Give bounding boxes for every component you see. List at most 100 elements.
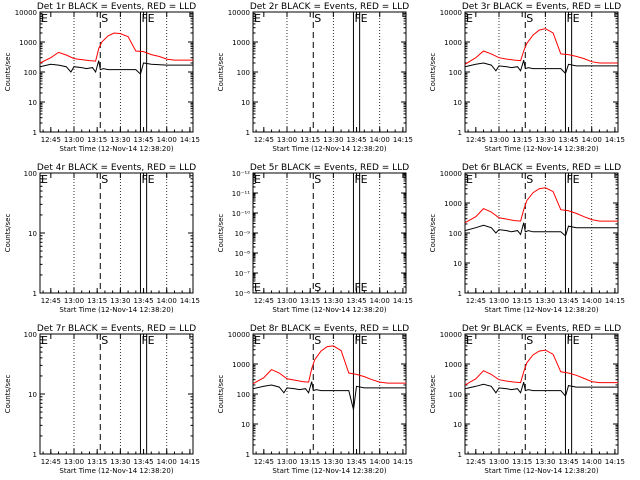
- marker-label-top: E: [41, 334, 48, 347]
- lld-series-line: [464, 28, 618, 65]
- marker-label-top: F: [354, 12, 360, 25]
- y-tick-label: 10⁻⁸: [235, 250, 251, 258]
- marker-label-top: F: [141, 334, 147, 347]
- y-tick-label: 100: [237, 391, 250, 399]
- x-tick-label: 13:15: [87, 297, 107, 305]
- marker-label-bottom: F: [354, 281, 360, 294]
- x-tick-label: 13:15: [300, 136, 320, 144]
- x-tick-label: 14:00: [582, 297, 602, 305]
- marker-label-top: S: [101, 173, 108, 186]
- panel-title: Det 6r BLACK = Events, RED = LLD: [462, 163, 621, 173]
- x-tick-label: 13:45: [558, 136, 578, 144]
- plot-frame: [252, 172, 407, 294]
- x-tick-label: 13:00: [64, 136, 84, 144]
- detector-panel: Det 6r BLACK = Events, RED = LLD 1 10 100 10…: [429, 163, 625, 314]
- x-axis-label: Start Time (12-Nov-14 12:38:20): [484, 467, 598, 475]
- events-series-line: [252, 381, 406, 410]
- events-series-line: [464, 222, 618, 237]
- marker-label-top: E: [148, 12, 155, 25]
- x-tick-label: 14:15: [393, 136, 413, 144]
- x-tick-label: 14:00: [157, 458, 177, 466]
- x-tick-label: 13:15: [512, 136, 532, 144]
- detector-panel: Det 7r BLACK = Events, RED = LLD 1 10 100 Co…: [4, 324, 200, 475]
- detector-panel: Det 8r BLACK = Events, RED = LLD 1 10 100 10…: [217, 324, 413, 475]
- marker-label-top: E: [41, 12, 48, 25]
- x-tick-label: 13:30: [323, 136, 343, 144]
- marker-label-top: S: [526, 12, 533, 25]
- y-tick-label: 10: [241, 421, 250, 429]
- x-axis-label: Start Time (12-Nov-14 12:38:20): [272, 145, 386, 153]
- plot-frame: [464, 172, 619, 294]
- marker-label-top: F: [354, 334, 360, 347]
- y-tick-label: 10: [28, 230, 37, 238]
- x-tick-label: 14:00: [582, 136, 602, 144]
- marker-label-top: S: [101, 12, 108, 25]
- marker-label-top: E: [254, 173, 261, 186]
- events-series-line: [464, 381, 618, 398]
- marker-label-top: S: [314, 173, 321, 186]
- x-tick-label: 13:15: [512, 297, 532, 305]
- x-axis-label: Start Time (12-Nov-14 12:38:20): [484, 145, 598, 153]
- x-tick-label: 13:15: [300, 297, 320, 305]
- y-tick-label: 1: [458, 290, 462, 298]
- marker-label-top: E: [254, 12, 261, 25]
- marker-label-top: E: [361, 12, 368, 25]
- plot-frame: [252, 11, 407, 133]
- y-tick-label: 10: [453, 260, 462, 268]
- x-tick-label: 13:45: [133, 458, 153, 466]
- y-tick-label: 100: [449, 69, 462, 77]
- marker-label-top: S: [314, 12, 321, 25]
- x-tick-label: 13:00: [489, 297, 509, 305]
- y-tick-label: 1: [33, 290, 37, 298]
- panel-title: Det 7r BLACK = Events, RED = LLD: [37, 324, 196, 334]
- marker-label-top: S: [526, 173, 533, 186]
- x-tick-label: 14:15: [393, 297, 413, 305]
- x-tick-label: 14:15: [180, 136, 200, 144]
- detector-panel: Det 2r BLACK = Events, RED = LLD 1 10 100 10…: [217, 2, 413, 153]
- x-axis-label: Start Time (12-Nov-14 12:38:20): [59, 145, 173, 153]
- panel-title: Det 5r BLACK = Events, RED = LLD: [250, 163, 409, 173]
- y-tick-label: 1: [246, 129, 250, 137]
- y-tick-label: 1: [246, 451, 250, 459]
- x-tick-label: 12:45: [466, 136, 486, 144]
- y-tick-label: 1: [458, 451, 462, 459]
- y-tick-label: 10000: [228, 331, 250, 339]
- marker-label-top: F: [566, 173, 572, 186]
- y-tick-label: 1: [458, 129, 462, 137]
- y-tick-label: 10000: [440, 9, 462, 17]
- y-tick-label: 1000: [232, 39, 250, 47]
- y-axis-label: Counts/sec: [429, 53, 437, 92]
- y-tick-label: 10000: [228, 9, 250, 17]
- x-tick-label: 13:45: [558, 297, 578, 305]
- x-tick-label: 14:00: [157, 136, 177, 144]
- x-tick-label: 14:00: [157, 297, 177, 305]
- y-tick-label: 10: [453, 421, 462, 429]
- x-tick-label: 13:45: [133, 297, 153, 305]
- x-tick-label: 13:15: [512, 458, 532, 466]
- panel-title: Det 1r BLACK = Events, RED = LLD: [37, 2, 196, 12]
- lld-series-line: [39, 32, 193, 64]
- y-axis-label: Counts/sec: [217, 214, 225, 253]
- y-tick-label: 10000: [440, 331, 462, 339]
- x-tick-label: 13:45: [346, 458, 366, 466]
- plot-frame: [39, 11, 194, 133]
- marker-label-top: F: [354, 173, 360, 186]
- y-tick-label: 10⁻¹²: [232, 170, 250, 178]
- y-axis-label: Counts/sec: [429, 214, 437, 253]
- y-axis-label: Counts/sec: [4, 53, 12, 92]
- panel-title: Det 9r BLACK = Events, RED = LLD: [462, 324, 621, 334]
- x-tick-label: 13:00: [489, 458, 509, 466]
- y-tick-label: 1000: [444, 200, 462, 208]
- marker-label-top: E: [148, 334, 155, 347]
- x-tick-label: 13:15: [300, 458, 320, 466]
- x-tick-label: 13:00: [64, 297, 84, 305]
- marker-label-top: F: [566, 334, 572, 347]
- x-tick-label: 12:45: [254, 297, 274, 305]
- y-tick-label: 1: [33, 451, 37, 459]
- x-axis-label: Start Time (12-Nov-14 12:38:20): [59, 467, 173, 475]
- detector-panel: Det 1r BLACK = Events, RED = LLD 1 10 100 10…: [4, 2, 200, 153]
- y-tick-label: 10⁻⁹: [235, 230, 251, 238]
- x-tick-label: 13:15: [87, 458, 107, 466]
- x-tick-label: 12:45: [41, 297, 61, 305]
